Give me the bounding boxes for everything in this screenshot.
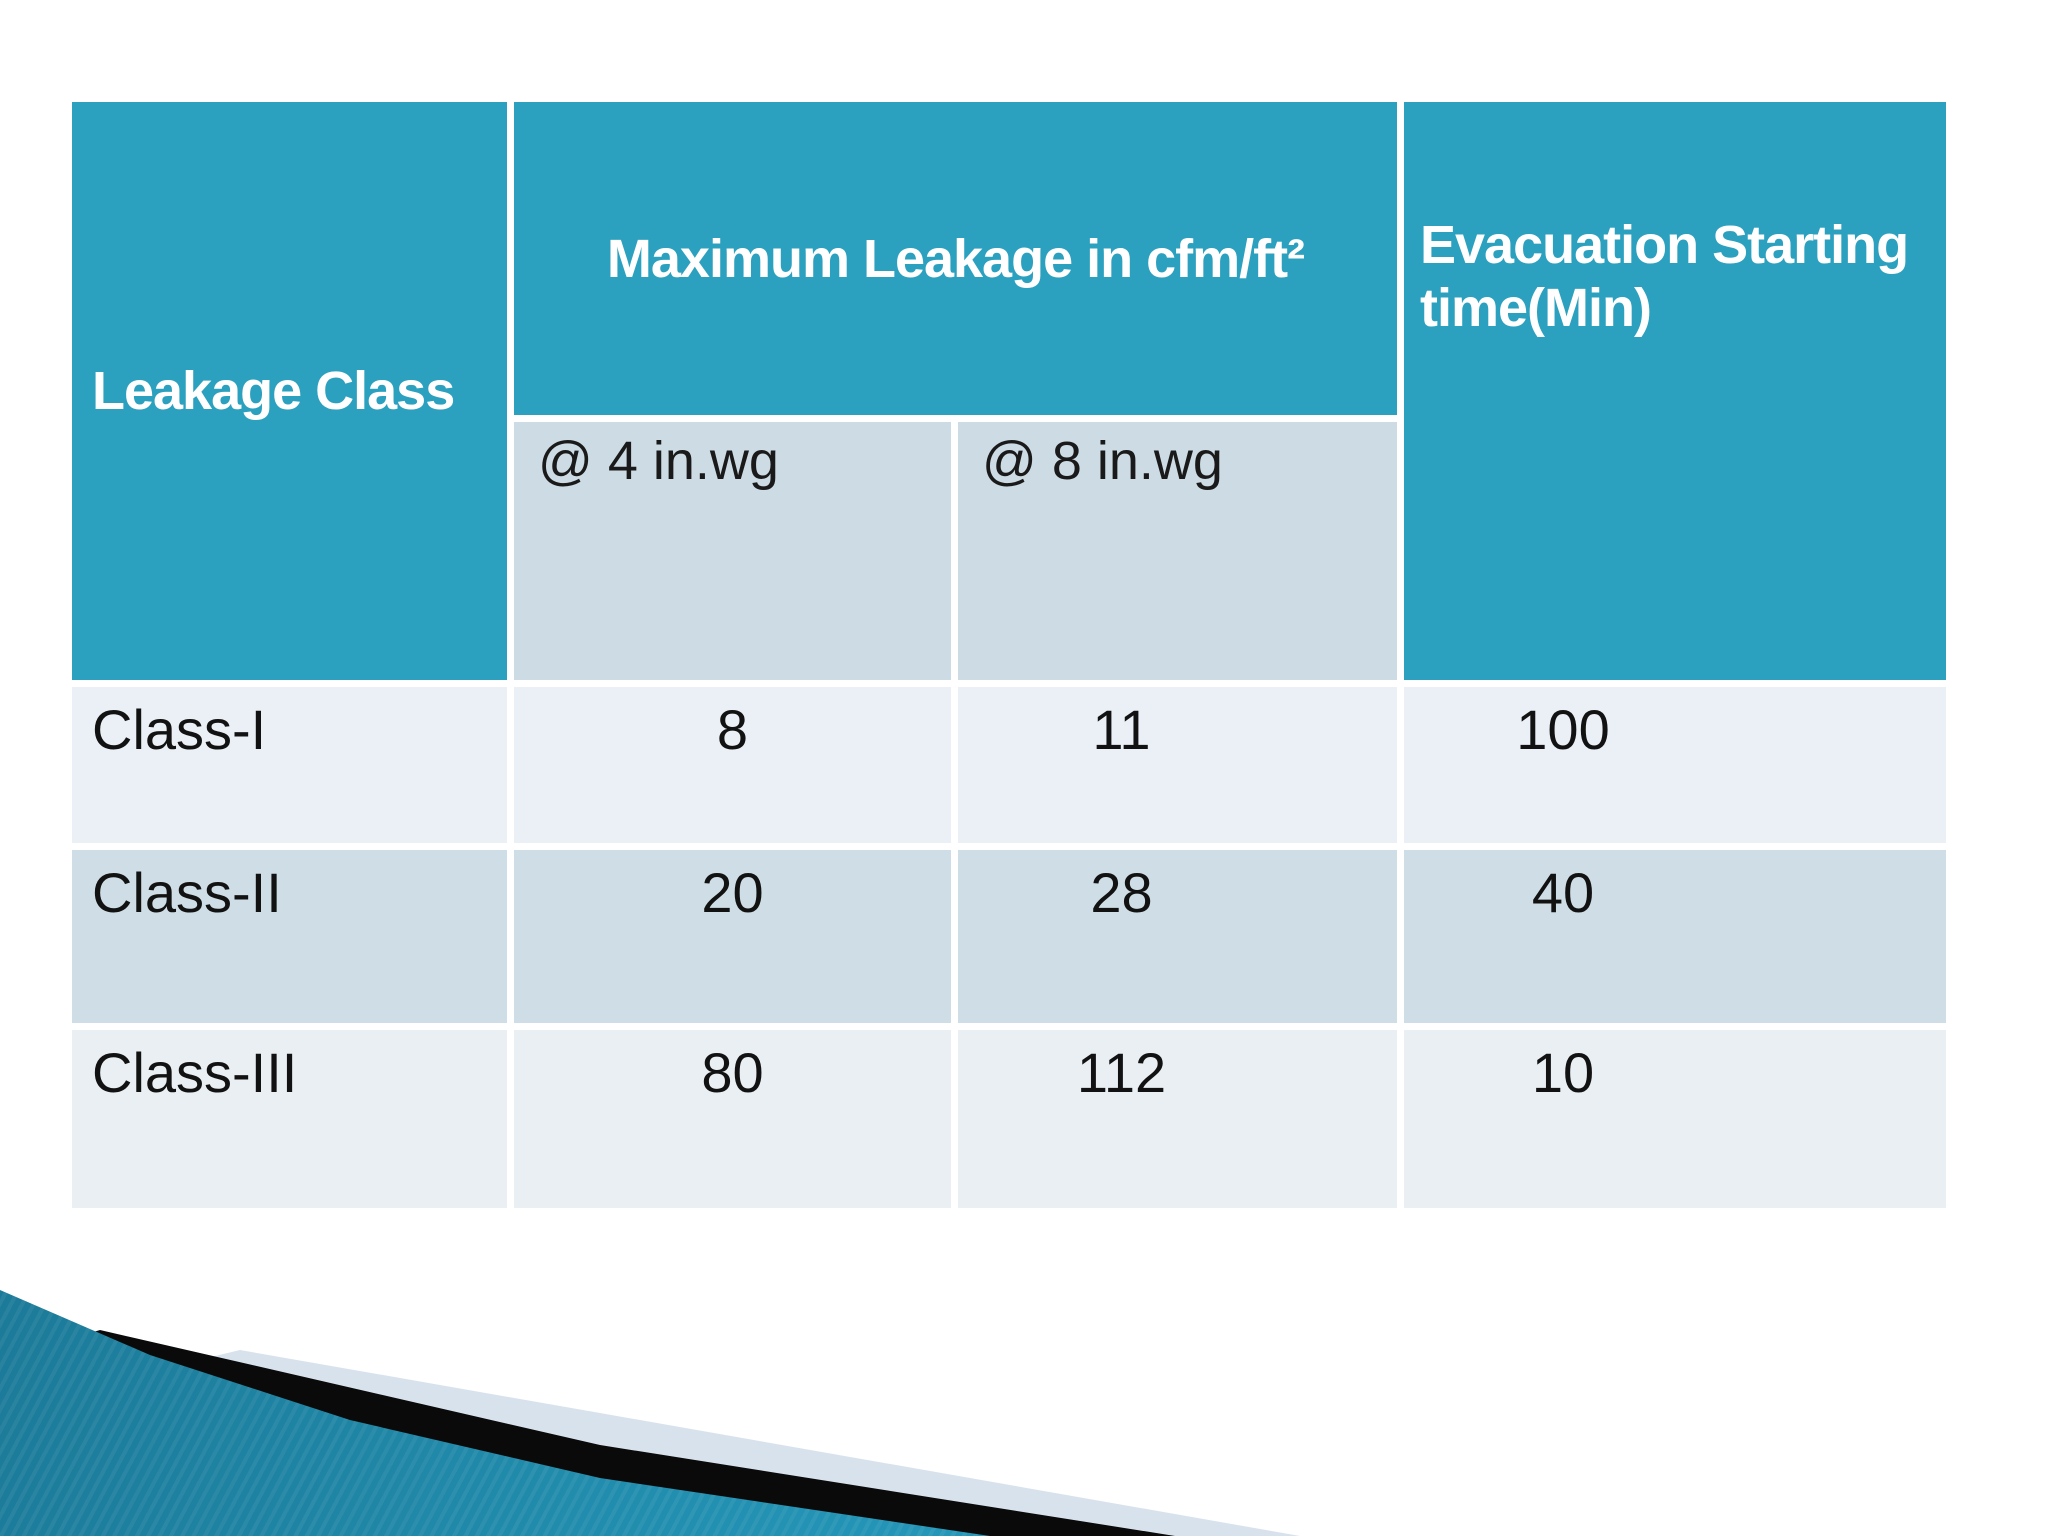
cell-class-3-label: Class-III <box>72 1030 507 1208</box>
header-maximum-leakage-text: Maximum Leakage in cfm/ft² <box>606 228 1305 289</box>
cell-class-1-label: Class-I <box>72 687 507 843</box>
cell-class-2-at8: 28 <box>958 850 1397 1023</box>
header-leakage-class: Leakage Class <box>72 102 507 680</box>
header-maximum-leakage: Maximum Leakage in cfm/ft² <box>514 102 1397 415</box>
table-row-class-1: Class-I 8 11 100 <box>72 687 1946 843</box>
cell-class-3-at4: 80 <box>514 1030 951 1208</box>
cell-class-3-at8: 112 <box>958 1030 1397 1208</box>
cell-class-2-evac: 40 <box>1404 850 1946 1023</box>
cell-class-1-at8: 11 <box>958 687 1397 843</box>
header-evacuation-line1: Evacuation Starting <box>1420 215 1909 275</box>
subheader-at-4-inwg: @ 4 in.wg <box>514 422 951 680</box>
cell-class-1-evac: 100 <box>1404 687 1946 843</box>
table-row-class-3: Class-III 80 112 10 <box>72 1030 1946 1208</box>
cell-class-1-at4: 8 <box>514 687 951 843</box>
header-evacuation-line2: time(Min) <box>1420 277 1652 338</box>
cell-class-2-label: Class-II <box>72 850 507 1023</box>
cell-class-3-evac: 10 <box>1404 1030 1946 1208</box>
cell-class-2-at4: 20 <box>514 850 951 1023</box>
header-evacuation-starting-time: Evacuation Starting time(Min) <box>1404 102 1946 680</box>
leakage-class-table: Leakage Class Maximum Leakage in cfm/ft²… <box>65 95 1953 1215</box>
table-row-class-2: Class-II 20 28 40 <box>72 850 1946 1023</box>
subheader-at-8-inwg: @ 8 in.wg <box>958 422 1397 680</box>
